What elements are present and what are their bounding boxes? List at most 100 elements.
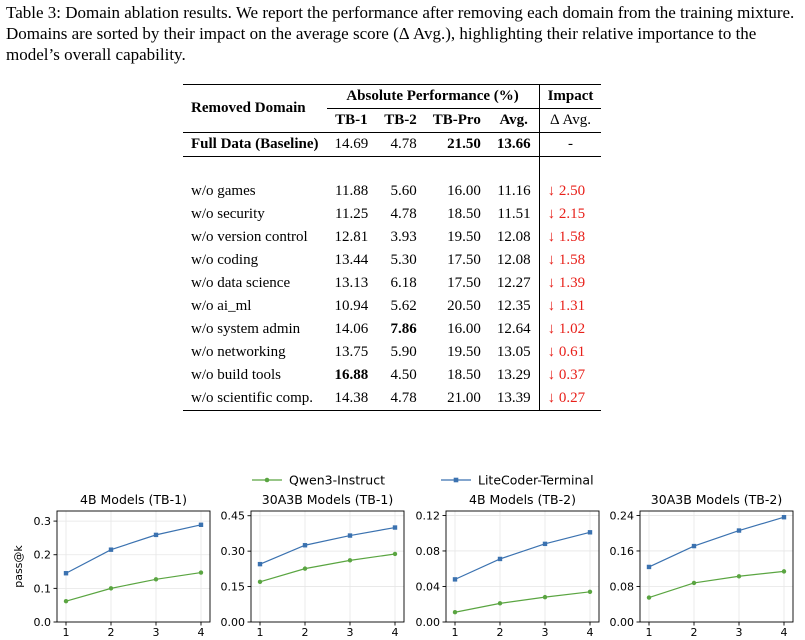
y-tick-label: 0.0: [34, 616, 52, 629]
table-row: w/o ai_ml 10.94 5.62 20.50 12.35 ↓ 1.31: [183, 295, 602, 318]
row-delta: ↓ 2.15: [538, 203, 602, 226]
row-tb2: 6.18: [390, 275, 417, 291]
row-tb2: 5.30: [390, 252, 417, 268]
row-avg: 12.08: [496, 252, 531, 268]
data-point: [646, 564, 652, 570]
chart-title: 4B Models (TB-2): [469, 492, 576, 507]
data-point: [153, 577, 159, 582]
data-point: [347, 558, 353, 563]
data-point: [646, 595, 652, 600]
x-tick-label: 3: [153, 626, 160, 639]
series-line: [259, 553, 396, 583]
data-point: [392, 551, 398, 557]
y-tick-label: 0.04: [416, 580, 441, 593]
data-point: [108, 586, 114, 591]
data-point: [542, 594, 548, 600]
row-tb1: 13.13: [334, 275, 369, 291]
data-point: [497, 556, 503, 562]
row-name: w/o scientific comp.: [183, 387, 327, 411]
x-tick-label: 2: [497, 626, 504, 639]
chart-title: 30A3B Models (TB-1): [262, 492, 393, 507]
plot-frame: [250, 510, 405, 623]
data-point: [198, 570, 204, 575]
row-tbpro: 20.50: [447, 298, 481, 314]
row-name: w/o version control: [191, 229, 308, 245]
chart-title: 30A3B Models (TB-2): [651, 492, 782, 507]
row-avg: 11.16: [497, 183, 531, 199]
row-tbpro: 17.50: [447, 252, 481, 268]
row-name: w/o networking: [191, 344, 286, 360]
y-tick-label: 0.00: [221, 616, 246, 629]
legend-label: LiteCoder-Terminal: [478, 473, 594, 488]
data-point: [691, 543, 697, 549]
table-row: w/o networking 13.75 5.90 19.50 13.05 ↓ …: [183, 341, 602, 364]
baseline-delta: -: [538, 132, 602, 157]
y-tick-label: 0.16: [610, 545, 635, 558]
plot-frame: [445, 510, 600, 623]
series-line: [648, 570, 785, 599]
row-tb2: 3.93: [390, 229, 417, 245]
table-row: w/o coding 13.44 5.30 17.50 12.08 ↓ 1.58: [183, 249, 602, 272]
row-tb2: 4.50: [390, 367, 417, 383]
row-name: w/o coding: [191, 252, 259, 268]
y-tick-label: 0.2: [34, 549, 52, 562]
row-delta: ↓ 0.27: [538, 387, 602, 411]
row-delta: ↓ 0.61: [538, 341, 602, 364]
row-avg: 13.39: [488, 387, 540, 411]
row-tb1: 11.88: [335, 183, 369, 199]
plot-frame: [639, 510, 794, 623]
row-avg: 12.08: [496, 229, 531, 245]
row-name: w/o security: [191, 206, 265, 222]
table-caption: Table 3: Domain ablation results. We rep…: [6, 3, 795, 64]
x-tick-label: 3: [542, 626, 549, 639]
x-tick-label: 1: [63, 626, 70, 639]
header-impact: Impact: [538, 84, 602, 109]
x-tick-label: 1: [452, 626, 459, 639]
table-row: w/o version control 12.81 3.93 19.50 12.…: [183, 226, 602, 249]
row-tb2: 5.62: [390, 298, 417, 314]
x-tick-label: 3: [736, 626, 743, 639]
data-point: [257, 561, 263, 567]
row-name: w/o games: [191, 183, 256, 199]
row-tb2: 5.60: [390, 183, 417, 199]
passk-figure: Qwen3-Instruct LiteCoder-Terminal 4B Model…: [12, 473, 794, 639]
x-tick-label: 2: [691, 626, 698, 639]
row-tbpro: 19.50: [447, 344, 481, 360]
row-tbpro: 18.50: [447, 367, 481, 383]
table-row: w/o build tools 16.88 4.50 18.50 13.29 ↓…: [183, 364, 602, 387]
data-point: [691, 580, 697, 586]
header-tb1: TB-1: [326, 108, 377, 133]
row-tb1: 14.06: [334, 321, 369, 337]
series-line: [454, 531, 591, 580]
row-avg: 12.64: [496, 321, 531, 337]
data-point: [497, 601, 503, 606]
x-tick-label: 3: [347, 626, 354, 639]
legend-label: Qwen3-Instruct: [289, 473, 385, 488]
x-tick-label: 2: [108, 626, 115, 639]
y-tick-label: 0.08: [610, 580, 635, 593]
baseline-name: Full Data (Baseline): [183, 132, 327, 157]
data-point: [108, 547, 114, 552]
row-avg: 12.35: [496, 298, 531, 314]
row-name: w/o ai_ml: [191, 298, 252, 314]
table-row: w/o games 11.88 5.60 16.00 11.16 ↓ 2.50: [183, 180, 602, 203]
data-point: [452, 577, 458, 582]
data-point: [452, 610, 458, 615]
row-delta: ↓ 0.37: [538, 364, 602, 387]
y-tick-label: 0.3: [34, 515, 52, 528]
row-tb2: 7.86: [390, 321, 417, 337]
series-line: [454, 591, 591, 613]
row-tb1: 10.94: [334, 298, 369, 314]
row-delta: ↓ 1.58: [538, 226, 602, 249]
row-tb2: 5.90: [390, 344, 417, 360]
table-row: w/o system admin 14.06 7.86 16.00 12.64 …: [183, 318, 602, 341]
row-tbpro: 17.50: [447, 275, 481, 291]
data-point: [736, 528, 742, 533]
data-point: [587, 589, 593, 595]
data-point: [257, 579, 263, 585]
baseline-tb1: 14.69: [326, 132, 377, 157]
row-tb1: 11.25: [335, 206, 369, 222]
row-tb1: 14.38: [326, 387, 377, 411]
series-line: [65, 571, 202, 602]
data-point: [587, 530, 593, 535]
